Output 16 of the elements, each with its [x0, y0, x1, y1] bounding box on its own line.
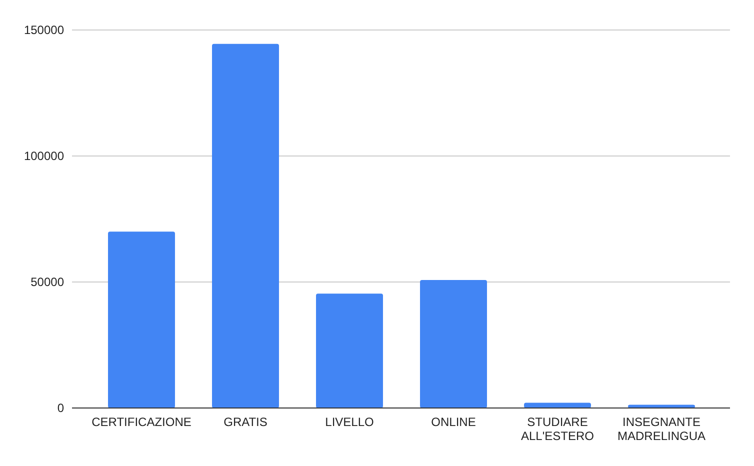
- x-tick-label: INSEGNANTE MADRELINGUA: [617, 415, 706, 443]
- y-tick-label: 0: [57, 400, 64, 415]
- x-tick-label: ONLINE: [431, 415, 476, 429]
- x-tick-label: LIVELLO: [325, 415, 374, 429]
- bar: [108, 232, 175, 408]
- x-tick-label: CERTIFICAZIONE: [92, 415, 192, 429]
- bar: [420, 280, 487, 408]
- bar: [524, 402, 591, 408]
- y-tick-label: 50000: [30, 274, 64, 289]
- x-tick-label: GRATIS: [224, 415, 268, 429]
- bar: [316, 294, 383, 408]
- y-tick-label: 150000: [24, 22, 64, 37]
- y-tick-label: 100000: [24, 148, 64, 163]
- x-tick-label: STUDIARE ALL'ESTERO: [521, 415, 594, 443]
- bar: [212, 44, 279, 408]
- bar: [628, 404, 695, 408]
